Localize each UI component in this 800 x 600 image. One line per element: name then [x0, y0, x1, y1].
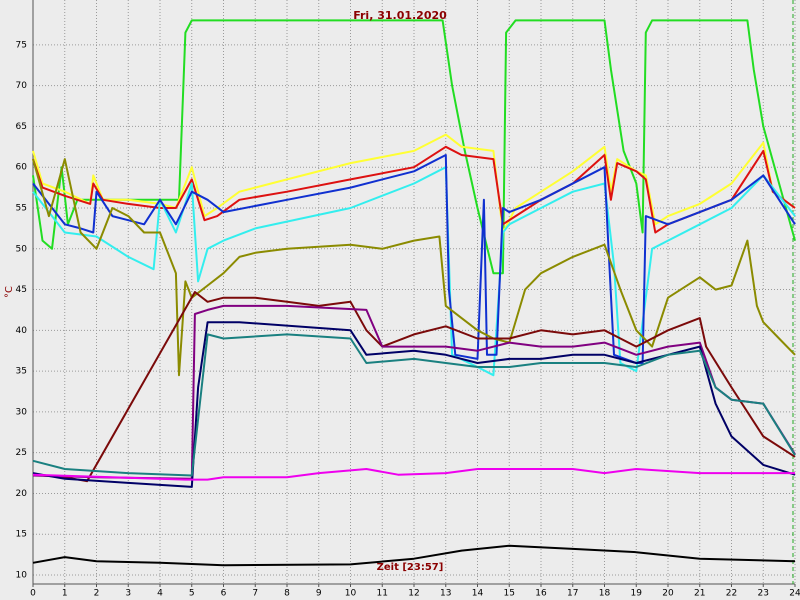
y-tick-label: 65 — [16, 122, 27, 132]
series-line — [32, 291, 796, 483]
x-tick-label: 21 — [694, 589, 705, 599]
x-tick-label: 23 — [758, 589, 769, 599]
y-axis-label: °C — [4, 286, 15, 298]
x-axis-label: Zeit [23:57] — [377, 562, 444, 573]
chart-title: Fri, 31.01.2020 — [353, 9, 447, 22]
x-tick-label: 9 — [316, 589, 322, 599]
y-tick-label: 45 — [16, 285, 27, 295]
y-tick-label: 70 — [16, 81, 28, 91]
x-tick-label: 22 — [726, 589, 737, 599]
series-line — [32, 468, 795, 481]
x-tick-label: 17 — [567, 589, 578, 599]
x-tick-label: 0 — [30, 589, 36, 599]
series-line — [32, 19, 796, 275]
x-tick-label: 24 — [789, 589, 800, 599]
y-tick-label: 55 — [16, 203, 27, 213]
x-tick-label: 1 — [62, 589, 68, 599]
x-tick-label: 13 — [440, 589, 451, 599]
y-tick-label: 20 — [16, 489, 28, 499]
y-tick-label: 60 — [16, 163, 28, 173]
y-tick-label: 75 — [16, 40, 27, 50]
x-tick-label: 8 — [284, 589, 290, 599]
y-tick-label: 15 — [16, 530, 27, 540]
x-tick-label: 12 — [408, 589, 419, 599]
x-tick-label: 3 — [125, 589, 131, 599]
x-tick-label: 18 — [599, 589, 611, 599]
x-tick-label: 5 — [189, 589, 195, 599]
series-line — [32, 145, 796, 234]
y-tick-label: 40 — [16, 326, 28, 336]
x-tick-label: 6 — [221, 589, 227, 599]
x-tick-label: 19 — [631, 589, 643, 599]
y-tick-label: 30 — [16, 407, 28, 417]
series-line — [32, 321, 796, 488]
x-tick-label: 2 — [94, 589, 100, 599]
x-tick-label: 4 — [157, 589, 163, 599]
series-line — [32, 333, 796, 477]
series-line — [32, 304, 796, 480]
y-tick-label: 10 — [16, 571, 28, 581]
x-tick-label: 11 — [377, 589, 388, 599]
y-tick-label: 35 — [16, 367, 27, 377]
x-tick-label: 14 — [472, 589, 484, 599]
x-tick-label: 10 — [345, 589, 357, 599]
y-tick-label: 50 — [16, 244, 28, 254]
x-tick-label: 16 — [535, 589, 547, 599]
series-line — [32, 158, 796, 377]
x-tick-label: 7 — [252, 589, 258, 599]
grid — [32, 0, 796, 584]
lines — [32, 19, 796, 567]
x-tick-label: 20 — [662, 589, 674, 599]
x-tick-label: 15 — [504, 589, 515, 599]
series-line — [32, 544, 796, 567]
y-tick-label: 25 — [16, 448, 27, 458]
